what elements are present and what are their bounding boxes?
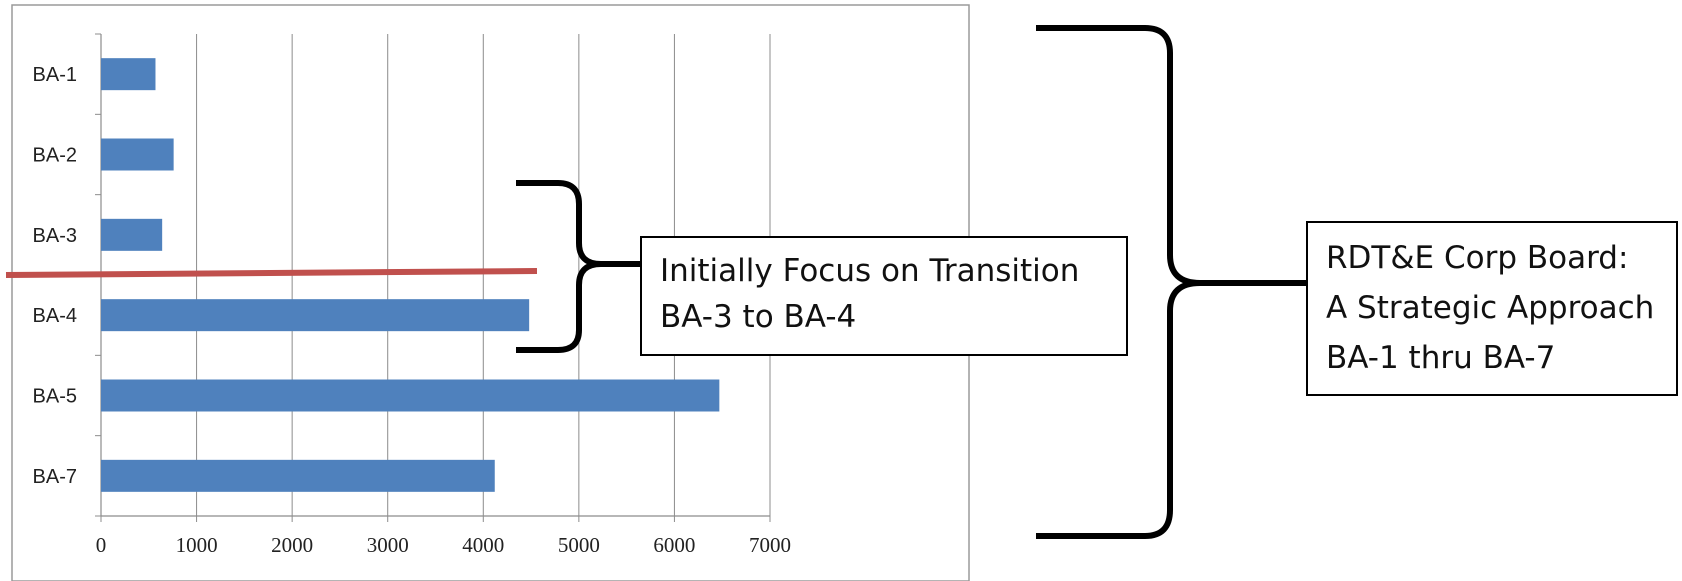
axis-labels: 0 1000 2000 3000 4000 5000 6000 7000 BA-1 BA-2 BA-… [33, 64, 791, 557]
transition-callout-line-1: Initially Focus on Transition [660, 253, 1080, 289]
transition-callout-box: Initially Focus on Transition BA-3 to BA… [640, 236, 1128, 356]
bar-ba-5 [101, 379, 720, 412]
bars [101, 58, 720, 492]
bar-ba-2 [101, 138, 174, 171]
transition-brace [516, 180, 640, 353]
x-tick-label-2000: 2000 [271, 533, 313, 557]
x-tick-label-3000: 3000 [367, 533, 409, 557]
x-tick-label-6000: 6000 [653, 533, 695, 557]
board-callout-line-3: BA-1 thru BA-7 [1326, 340, 1556, 376]
category-label-ba-4: BA-4 [33, 305, 77, 327]
x-tick-label-5000: 5000 [558, 533, 600, 557]
bar-ba-4 [101, 299, 530, 332]
board-callout-line-1: RDT&E Corp Board: [1326, 240, 1629, 276]
category-label-ba-5: BA-5 [33, 386, 77, 408]
category-label-ba-7: BA-7 [33, 466, 77, 488]
category-label-ba-3: BA-3 [33, 225, 77, 247]
x-tick-label-1000: 1000 [176, 533, 218, 557]
bar-ba-7 [101, 459, 495, 492]
category-label-ba-2: BA-2 [33, 145, 77, 167]
bar-ba-1 [101, 58, 156, 91]
x-tick-label-4000: 4000 [462, 533, 504, 557]
board-brace [1036, 25, 1306, 539]
board-callout-box: RDT&E Corp Board: A Strategic Approach B… [1306, 221, 1678, 396]
ba3-ba4-divider-line [5, 268, 538, 278]
x-tick-label-7000: 7000 [749, 533, 791, 557]
bar-ba-3 [101, 218, 163, 251]
x-tick-label-0: 0 [96, 533, 107, 557]
transition-callout-line-2: BA-3 to BA-4 [660, 299, 857, 335]
board-callout-line-2: A Strategic Approach [1326, 290, 1655, 326]
category-label-ba-1: BA-1 [33, 64, 77, 86]
